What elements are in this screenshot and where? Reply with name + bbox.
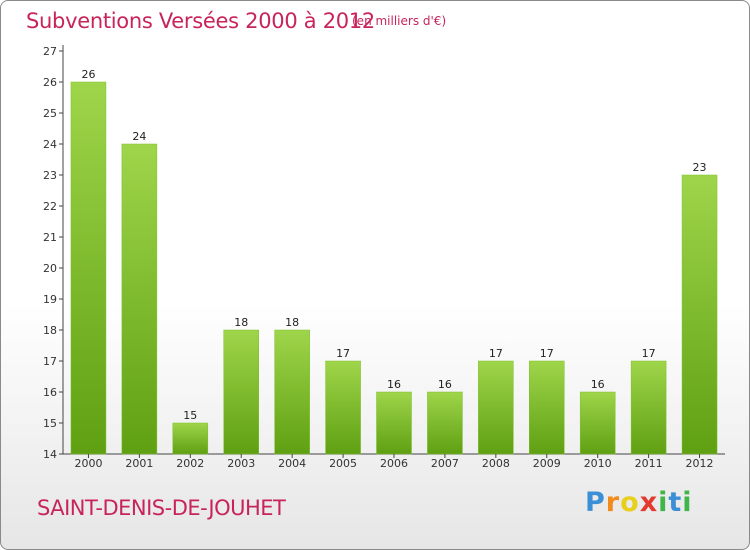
- bar: [630, 360, 667, 455]
- proxiti-logo: Proxiti: [585, 487, 693, 518]
- logo-letter: P: [585, 487, 606, 518]
- y-tick-label: 26: [43, 76, 57, 89]
- y-tick-label: 16: [43, 386, 57, 399]
- logo-letter: i: [682, 487, 693, 518]
- y-tick-label: 24: [43, 138, 57, 151]
- data-label: 26: [81, 68, 95, 81]
- logo-letter: i: [658, 487, 669, 518]
- x-tick-label: 2001: [125, 457, 153, 470]
- y-tick-label: 27: [43, 45, 57, 58]
- x-tick-label: 2010: [584, 457, 612, 470]
- y-tick-label: 17: [43, 355, 57, 368]
- data-label: 18: [285, 316, 299, 329]
- bar: [579, 391, 616, 455]
- data-label: 23: [693, 161, 707, 174]
- bar: [70, 81, 107, 455]
- y-tick-label: 15: [43, 417, 57, 430]
- bar: [427, 391, 463, 455]
- x-tick-label: 2000: [74, 457, 102, 470]
- y-tick-label: 21: [43, 231, 57, 244]
- data-label: 16: [387, 378, 401, 391]
- y-tick-label: 25: [43, 107, 57, 120]
- data-label: 17: [489, 347, 503, 360]
- data-label: 18: [234, 316, 248, 329]
- bar: [274, 329, 310, 455]
- data-label: 17: [336, 347, 350, 360]
- commune-name: SAINT-DENIS-DE-JOUHET: [37, 496, 286, 520]
- x-tick-label: 2011: [635, 457, 663, 470]
- bar: [223, 329, 259, 455]
- chart-subtitle: (en milliers d'€): [352, 14, 447, 28]
- bar: [478, 360, 514, 455]
- bar: [376, 391, 412, 455]
- y-tick-label: 23: [43, 169, 57, 182]
- bar: [121, 143, 158, 455]
- x-tick-label: 2005: [329, 457, 357, 470]
- logo-letter: o: [620, 487, 640, 518]
- chart-title: Subventions Versées 2000 à 2012: [26, 9, 375, 33]
- bar: [529, 360, 565, 455]
- x-tick-label: 2006: [380, 457, 408, 470]
- y-tick-label: 14: [43, 448, 57, 461]
- y-tick-label: 18: [43, 324, 57, 337]
- y-tick-label: 22: [43, 200, 57, 213]
- data-label: 16: [591, 378, 605, 391]
- data-label: 24: [132, 130, 146, 143]
- data-label: 16: [438, 378, 452, 391]
- logo-letter: r: [605, 487, 621, 518]
- data-label: 15: [183, 409, 197, 422]
- data-label: 17: [540, 347, 554, 360]
- bar: [172, 422, 209, 455]
- x-tick-label: 2008: [482, 457, 510, 470]
- y-tick-label: 20: [43, 262, 57, 275]
- data-label: 17: [642, 347, 656, 360]
- x-tick-label: 2002: [176, 457, 204, 470]
- bar: [325, 360, 361, 455]
- x-tick-label: 2004: [278, 457, 306, 470]
- x-tick-label: 2003: [227, 457, 255, 470]
- y-tick-label: 19: [43, 293, 57, 306]
- logo-letter: x: [639, 487, 659, 518]
- bar: [681, 174, 718, 455]
- x-tick-label: 2012: [686, 457, 714, 470]
- x-tick-label: 2007: [431, 457, 459, 470]
- logo-letter: t: [668, 487, 683, 518]
- x-tick-label: 2009: [533, 457, 561, 470]
